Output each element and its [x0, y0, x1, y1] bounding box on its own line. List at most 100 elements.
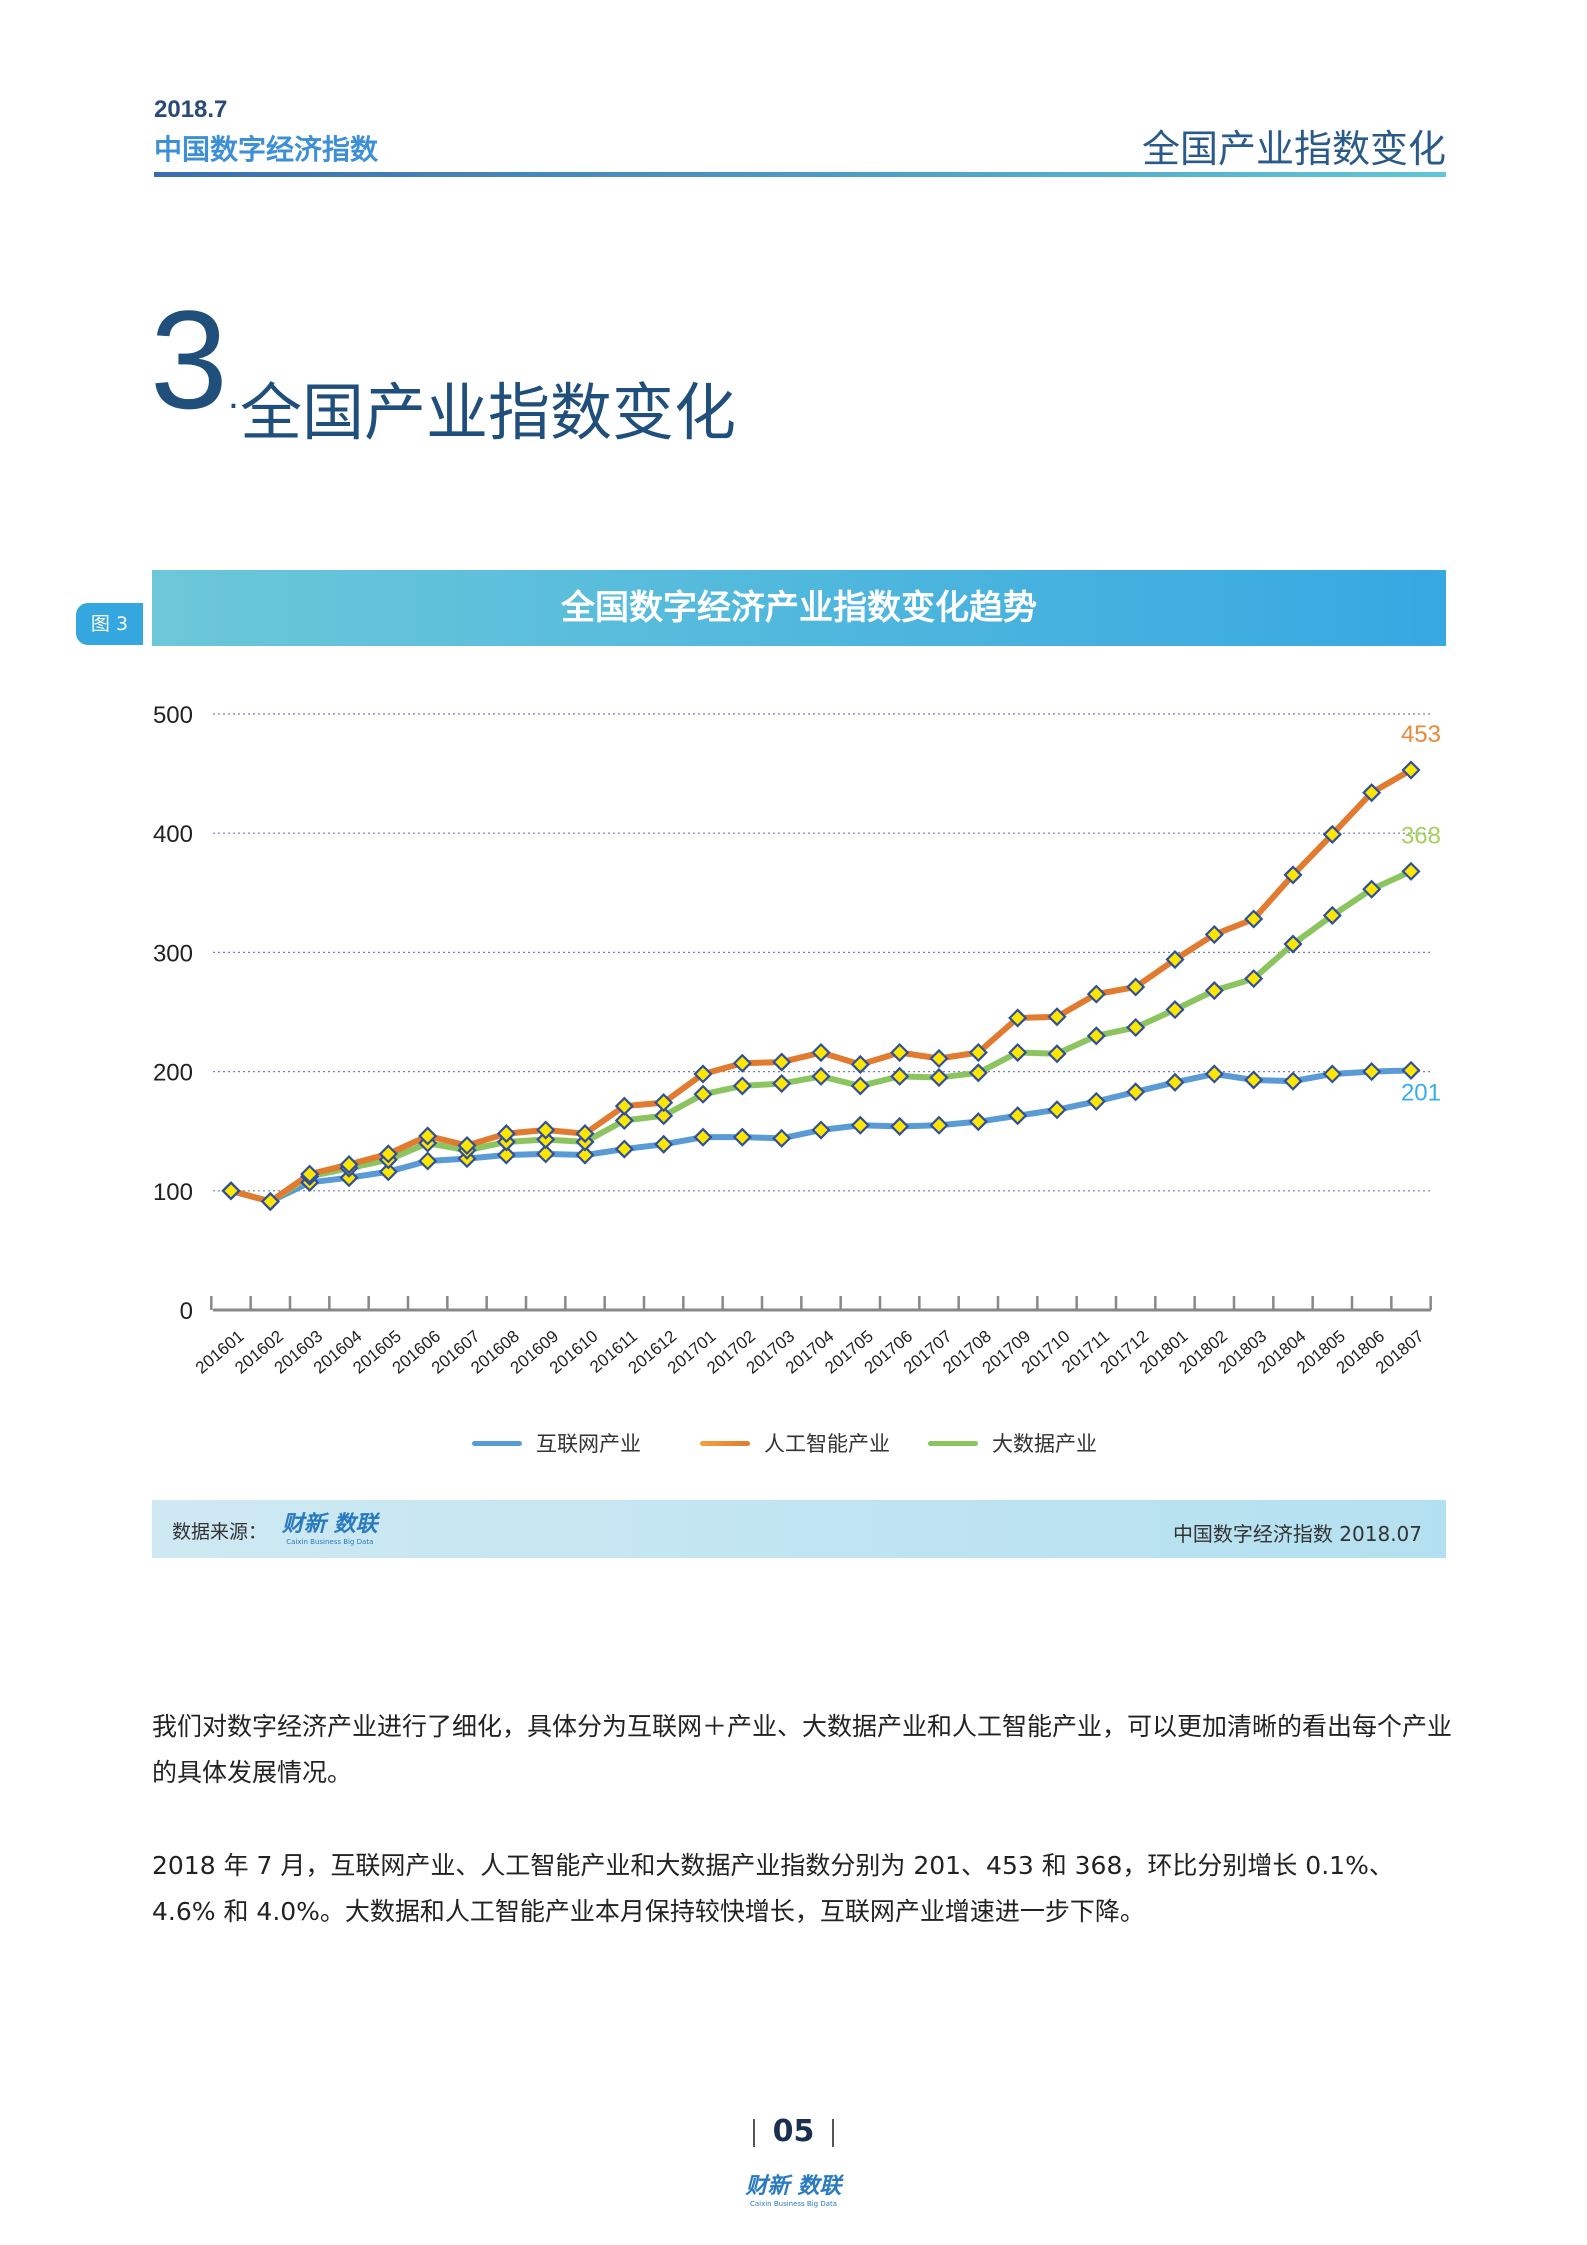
data-point — [1244, 1070, 1264, 1090]
data-point — [968, 1112, 988, 1132]
data-point — [811, 1042, 831, 1063]
footer-logo: 财新 数联 Caixin Business Big Data — [0, 2168, 1587, 2208]
data-point — [1086, 984, 1106, 1004]
data-point — [890, 1066, 910, 1086]
divider — [752, 2118, 755, 2147]
data-point — [418, 1151, 438, 1171]
data-point — [1401, 861, 1421, 881]
data-point — [1047, 1007, 1067, 1027]
data-point — [614, 1139, 634, 1159]
end-value-label: 368 — [1401, 822, 1441, 849]
data-point — [693, 1064, 713, 1084]
data-point — [260, 1191, 280, 1212]
page-number: 05 — [0, 2114, 1587, 2149]
end-value-label: 453 — [1401, 721, 1441, 748]
data-point — [732, 1053, 752, 1073]
data-point — [929, 1115, 949, 1135]
series-line-2 — [230, 868, 1413, 1205]
data-point — [457, 1135, 477, 1156]
section-number-text: 3 — [150, 281, 228, 438]
data-point — [811, 1120, 831, 1140]
data-point — [614, 1096, 634, 1116]
data-point — [850, 1054, 870, 1075]
source-label: 数据来源： — [172, 1521, 268, 1543]
data-point — [850, 1076, 870, 1096]
header-section-title: 全国产业指数变化 — [1141, 127, 1446, 171]
data-point — [850, 1115, 870, 1135]
data-point — [732, 1076, 752, 1096]
page-number-text: 05 — [772, 2114, 815, 2149]
data-point — [378, 1162, 398, 1182]
logo-text: 财新 数联 — [282, 1512, 378, 1537]
data-point — [890, 1042, 910, 1063]
data-point — [1283, 1071, 1303, 1091]
data-point — [221, 1181, 241, 1201]
paragraph-1: 我们对数字经济产业进行了细化，具体分为互联网＋产业、大数据产业和人工智能产业，可… — [152, 1712, 1453, 1787]
legend-item-internet: 互联网产业 — [472, 1428, 641, 1458]
data-point — [300, 1164, 320, 1184]
data-point — [772, 1052, 792, 1072]
legend-item-bigdata: 大数据产业 — [928, 1428, 1097, 1458]
y-tick-label: 500 — [153, 702, 193, 729]
legend-swatch — [700, 1440, 750, 1446]
divider — [832, 2118, 835, 2147]
logo-text: 财新 数联 — [745, 2174, 842, 2199]
data-point — [1362, 783, 1382, 803]
data-point — [1401, 1060, 1421, 1080]
data-point — [1126, 1017, 1146, 1038]
data-point — [1126, 977, 1146, 997]
header-report-name: 中国数字经济指数 — [154, 133, 379, 166]
data-point — [1283, 934, 1303, 954]
legend-label: 大数据产业 — [992, 1432, 1097, 1456]
y-tick-label: 400 — [153, 821, 193, 848]
header-date: 2018.7 — [154, 96, 228, 123]
data-point — [1362, 879, 1382, 899]
data-point — [1086, 1091, 1106, 1111]
data-point — [536, 1144, 556, 1164]
line-chart: 0100200300400500201601201602201603201604… — [153, 702, 1441, 1378]
data-point — [1362, 1062, 1382, 1082]
data-point — [811, 1066, 831, 1086]
data-point — [654, 1093, 674, 1113]
data-point — [732, 1127, 752, 1147]
section-title: 全国产业指数变化 — [240, 376, 737, 449]
data-point — [654, 1106, 674, 1126]
caixin-logo: 财新 数联 Caixin Business Big Data — [282, 1506, 378, 1546]
legend-item-ai: 人工智能产业 — [700, 1428, 890, 1458]
y-tick-label: 300 — [153, 940, 193, 967]
source-right-text: 中国数字经济指数 2018.07 — [1172, 1522, 1422, 1546]
data-point — [614, 1110, 634, 1131]
data-point — [1322, 1064, 1342, 1084]
data-point — [929, 1068, 949, 1088]
data-point — [575, 1145, 595, 1165]
data-point — [693, 1127, 713, 1147]
header-divider — [154, 172, 1446, 177]
legend-label: 互联网产业 — [536, 1432, 641, 1456]
end-value-label: 201 — [1401, 1079, 1441, 1106]
logo-subtext: Caixin Business Big Data — [749, 2200, 838, 2208]
data-point — [968, 1042, 988, 1063]
data-point — [929, 1048, 949, 1069]
data-point — [772, 1128, 792, 1148]
data-point — [1008, 1042, 1028, 1063]
data-point — [418, 1126, 438, 1146]
legend-swatch — [928, 1440, 978, 1446]
data-point — [1047, 1044, 1067, 1064]
data-point — [1008, 1008, 1028, 1028]
data-point — [1244, 909, 1264, 929]
data-point — [1165, 949, 1185, 970]
data-point — [339, 1155, 359, 1175]
legend-label: 人工智能产业 — [764, 1432, 890, 1456]
data-point — [654, 1134, 674, 1154]
data-point — [1086, 1026, 1106, 1046]
data-point — [1283, 865, 1303, 885]
y-tick-label: 100 — [153, 1179, 193, 1206]
chart-title: 全国数字经济产业指数变化趋势 — [152, 570, 1446, 646]
data-point — [575, 1124, 595, 1144]
data-point — [1204, 1064, 1224, 1084]
data-point — [378, 1144, 398, 1164]
legend-swatch — [472, 1440, 522, 1446]
data-point — [1126, 1082, 1146, 1102]
y-tick-label: 0 — [180, 1298, 193, 1325]
data-point — [1204, 924, 1224, 945]
